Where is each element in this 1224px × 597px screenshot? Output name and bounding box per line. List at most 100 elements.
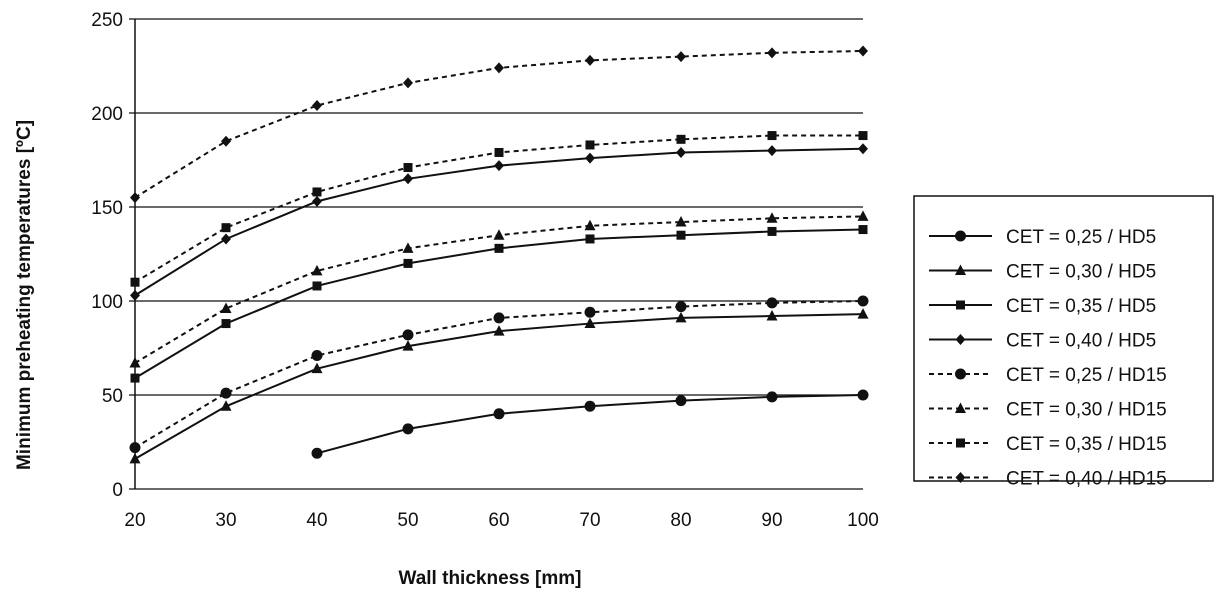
legend-entry: CET = 0,35 / HD5 bbox=[929, 296, 1156, 317]
x-tick-label: 90 bbox=[761, 510, 782, 531]
data-point bbox=[129, 357, 141, 368]
data-point bbox=[494, 160, 504, 172]
data-point bbox=[220, 387, 232, 399]
axes: 0 50 100 150 200 250 20 30 40 50 60 70 80 90 100 bbox=[91, 10, 879, 531]
legend-label: CET = 0,25 / HD5 bbox=[1006, 227, 1156, 248]
data-point bbox=[766, 297, 778, 309]
legend-label: CET = 0,40 / HD15 bbox=[1006, 469, 1167, 490]
y-tick-label: 250 bbox=[91, 10, 123, 31]
x-tick-label: 30 bbox=[215, 510, 236, 531]
data-point bbox=[221, 319, 231, 329]
x-tick-label: 80 bbox=[670, 510, 691, 531]
data-point bbox=[858, 143, 868, 155]
y-axis-label: Minimum preheating temperatures [ºC] bbox=[14, 120, 35, 470]
series-7 bbox=[130, 131, 868, 287]
data-point bbox=[311, 264, 323, 276]
x-tick-label: 100 bbox=[847, 510, 879, 531]
data-point bbox=[494, 62, 504, 74]
data-point bbox=[675, 395, 687, 407]
data-point bbox=[585, 234, 595, 244]
series-3 bbox=[130, 225, 868, 383]
data-point bbox=[402, 329, 414, 341]
data-point bbox=[857, 389, 869, 401]
data-point bbox=[584, 306, 596, 318]
x-tick-label: 60 bbox=[488, 510, 509, 531]
data-point bbox=[221, 223, 231, 233]
x-tick-label: 40 bbox=[306, 510, 327, 531]
legend-marker bbox=[955, 334, 966, 345]
data-point bbox=[130, 289, 140, 301]
data-point bbox=[585, 140, 595, 150]
data-point bbox=[493, 325, 505, 336]
legend-label: CET = 0,25 / HD15 bbox=[1006, 365, 1167, 386]
legend-label: CET = 0,35 / HD15 bbox=[1006, 434, 1167, 455]
data-point bbox=[584, 400, 596, 412]
y-tick-label: 0 bbox=[112, 480, 123, 501]
series-5 bbox=[129, 295, 869, 454]
data-point bbox=[403, 258, 413, 268]
data-point bbox=[130, 192, 140, 204]
data-point bbox=[585, 54, 595, 66]
data-point bbox=[766, 310, 778, 321]
data-point bbox=[676, 230, 686, 240]
data-point bbox=[767, 131, 777, 141]
legend-label: CET = 0,35 / HD5 bbox=[1006, 296, 1156, 317]
data-point bbox=[675, 311, 687, 323]
x-tick-label: 20 bbox=[124, 510, 145, 531]
data-point bbox=[676, 146, 686, 158]
data-point bbox=[403, 77, 413, 89]
data-point bbox=[858, 131, 868, 141]
data-point bbox=[402, 340, 414, 351]
legend-entry: CET = 0,30 / HD5 bbox=[929, 262, 1156, 283]
data-point bbox=[311, 362, 323, 374]
data-point bbox=[676, 134, 686, 144]
data-point bbox=[220, 302, 232, 314]
data-point bbox=[493, 312, 505, 324]
data-series bbox=[129, 45, 869, 464]
data-point bbox=[494, 243, 504, 253]
series-line bbox=[134, 313, 864, 460]
data-point bbox=[403, 163, 413, 173]
data-point bbox=[402, 423, 414, 435]
data-point bbox=[767, 47, 777, 59]
legend-marker bbox=[955, 264, 966, 275]
x-tick-label: 50 bbox=[397, 510, 418, 531]
data-point bbox=[675, 301, 687, 313]
data-point bbox=[130, 277, 140, 287]
gridlines bbox=[129, 18, 863, 490]
data-point bbox=[857, 295, 869, 307]
data-point bbox=[584, 219, 596, 231]
data-point bbox=[220, 400, 232, 411]
data-point bbox=[767, 226, 777, 236]
series-1 bbox=[311, 389, 869, 459]
data-point bbox=[403, 173, 413, 185]
data-point bbox=[584, 317, 596, 329]
x-axis-label: Wall thickness [mm] bbox=[398, 568, 581, 589]
y-tick-label: 100 bbox=[91, 292, 123, 313]
data-point bbox=[312, 187, 322, 197]
series-8 bbox=[130, 45, 868, 204]
series-2 bbox=[129, 308, 869, 464]
data-point bbox=[130, 373, 140, 383]
x-tick-label: 70 bbox=[579, 510, 600, 531]
legend-entry: CET = 0,25 / HD5 bbox=[929, 227, 1156, 248]
legend: CET = 0,25 / HD5 CET = 0,30 / HD5 CET = 0,… bbox=[913, 195, 1214, 490]
data-point bbox=[311, 350, 323, 362]
y-tick-label: 200 bbox=[91, 104, 123, 125]
data-point bbox=[585, 152, 595, 164]
data-point bbox=[312, 99, 322, 111]
data-point bbox=[221, 233, 231, 245]
data-point bbox=[494, 147, 504, 157]
series-4 bbox=[130, 143, 868, 301]
legend-marker bbox=[956, 438, 965, 448]
legend-entry: CET = 0,25 / HD15 bbox=[929, 365, 1167, 386]
data-point bbox=[129, 442, 141, 454]
data-point bbox=[857, 210, 869, 221]
legend-entry: CET = 0,35 / HD15 bbox=[929, 434, 1167, 455]
legend-label: CET = 0,40 / HD5 bbox=[1006, 331, 1156, 352]
legend-entry: CET = 0,30 / HD15 bbox=[929, 400, 1167, 421]
legend-marker bbox=[955, 230, 966, 242]
data-point bbox=[311, 447, 323, 459]
legend-entry: CET = 0,40 / HD15 bbox=[929, 469, 1167, 490]
series-line bbox=[134, 134, 863, 284]
